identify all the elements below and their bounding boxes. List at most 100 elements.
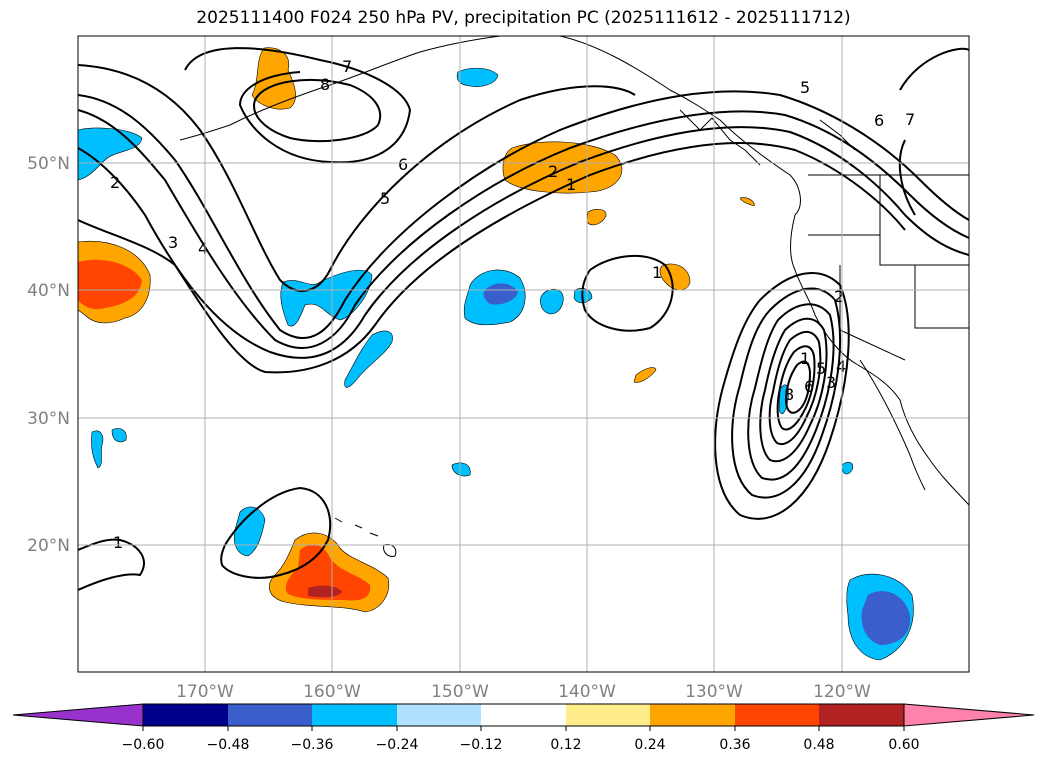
pv-contour-labels: 1 2 3 4 5 6 7 8 1 2 5 6 7 1 2 3 4 5 6 8 … — [110, 57, 915, 552]
lon-tick-label: 170°W — [176, 682, 234, 702]
precip-patch — [280, 269, 373, 327]
colorbar-segment — [312, 704, 397, 726]
map-plot-area: 1 2 3 4 5 6 7 8 1 2 5 6 7 1 2 3 4 5 6 8 … — [78, 36, 969, 672]
contour-label: 2 — [548, 162, 558, 181]
pv-contour — [184, 47, 412, 164]
precip-patch — [586, 209, 607, 226]
lon-tick-labels: 170°W 160°W 150°W 140°W 130°W 120°W — [176, 682, 871, 702]
colorbar-segment — [819, 704, 904, 726]
colorbar-label: 0.48 — [803, 737, 834, 753]
colorbar-label: 0.24 — [634, 737, 665, 753]
precip-patch — [285, 544, 371, 601]
contour-label: 5 — [816, 359, 826, 378]
pv-contour — [747, 303, 835, 481]
contour-label: 5 — [800, 78, 810, 97]
colorbar-segment — [566, 704, 650, 726]
contour-label: 2 — [110, 173, 120, 192]
colorbar-label: −0.12 — [460, 737, 503, 753]
lon-tick-label: 120°W — [813, 682, 871, 702]
colorbar-extend-high — [903, 703, 1035, 727]
pv-contour — [776, 345, 816, 431]
colorbar-outline — [142, 703, 905, 727]
pv-contour — [784, 360, 812, 414]
coastline-aleutians — [179, 124, 231, 141]
precip-patch — [451, 462, 471, 477]
lat-tick-label: 50°N — [27, 154, 70, 174]
precip-patch — [861, 591, 911, 645]
contour-label: 1 — [800, 349, 810, 368]
precip-patch — [659, 263, 691, 291]
colorbar: −0.60 −0.48 −0.36 −0.24 −0.12 0.12 0.24 … — [12, 703, 1035, 753]
pv-contour — [78, 109, 969, 349]
pv-contour — [731, 287, 842, 499]
contour-label: 6 — [804, 377, 814, 396]
contour-label: 7 — [342, 57, 352, 76]
colorbar-label: −0.60 — [122, 737, 165, 753]
precip-patch — [111, 428, 127, 443]
coastline-alaska — [229, 36, 501, 126]
precip-shading — [78, 47, 914, 661]
precip-patch — [78, 127, 143, 181]
precip-patch — [739, 197, 755, 207]
contour-label: 1 — [566, 175, 576, 194]
contour-label: 4 — [198, 239, 208, 258]
coastline-north-america — [559, 36, 969, 506]
precip-patch — [308, 585, 342, 598]
colorbar-segment — [481, 704, 566, 726]
contour-label: 3 — [826, 373, 836, 392]
colorbar-label: −0.48 — [207, 737, 250, 753]
contour-label: 8 — [320, 75, 330, 94]
pv-contours — [78, 47, 969, 591]
precip-patch — [841, 461, 853, 475]
map-frame — [77, 35, 970, 673]
precip-patch — [456, 67, 499, 87]
contour-label: 3 — [168, 233, 178, 252]
precip-patch — [344, 330, 393, 388]
pv-contour — [78, 538, 145, 591]
contour-label: 4 — [836, 357, 846, 376]
pv-contour — [898, 47, 969, 216]
pv-contour — [78, 142, 906, 374]
contour-label: 6 — [398, 155, 408, 174]
map-title: 2025111400 F024 250 hPa PV, precipitatio… — [196, 8, 851, 28]
colorbar-label: −0.36 — [291, 737, 334, 753]
lat-tick-label: 20°N — [27, 536, 70, 556]
coastline-baja — [859, 359, 926, 491]
pv-contour — [759, 317, 828, 463]
lon-tick-label: 140°W — [558, 682, 616, 702]
colorbar-segment — [650, 704, 735, 726]
precip-patch — [91, 430, 104, 469]
colorbar-label: 0.36 — [719, 737, 750, 753]
contour-label: 1 — [113, 533, 123, 552]
lon-tick-label: 130°W — [685, 682, 743, 702]
colorbar-segment — [143, 704, 228, 726]
contour-label: 5 — [380, 189, 390, 208]
precip-patch — [540, 289, 564, 315]
contour-label: 7 — [905, 110, 915, 129]
lon-tick-label: 160°W — [303, 682, 361, 702]
colorbar-extend-low — [12, 703, 144, 727]
lon-tick-label: 150°W — [431, 682, 489, 702]
lat-tick-label: 40°N — [27, 281, 70, 301]
contour-label: 8 — [784, 385, 794, 404]
pv-contour — [253, 79, 382, 143]
precip-patch — [502, 141, 623, 194]
precip-patch — [633, 367, 657, 383]
coastlines — [179, 36, 969, 557]
precip-patch — [251, 47, 296, 110]
colorbar-label: 0.60 — [888, 737, 919, 753]
contour-label: 1 — [652, 263, 662, 282]
pv-contour — [78, 64, 636, 292]
pv-contour — [581, 254, 674, 332]
colorbar-segment — [735, 704, 819, 726]
colorbar-label: 0.12 — [550, 737, 581, 753]
lat-tick-label: 30°N — [27, 409, 70, 429]
colorbar-ticks — [142, 726, 905, 731]
coastline-islands — [679, 109, 856, 166]
colorbar-segment — [397, 704, 481, 726]
colorbar-segment — [228, 704, 312, 726]
colorbar-label: −0.24 — [376, 737, 419, 753]
lat-tick-labels: 50°N 40°N 30°N 20°N — [27, 154, 70, 556]
contour-label: 2 — [834, 287, 844, 306]
